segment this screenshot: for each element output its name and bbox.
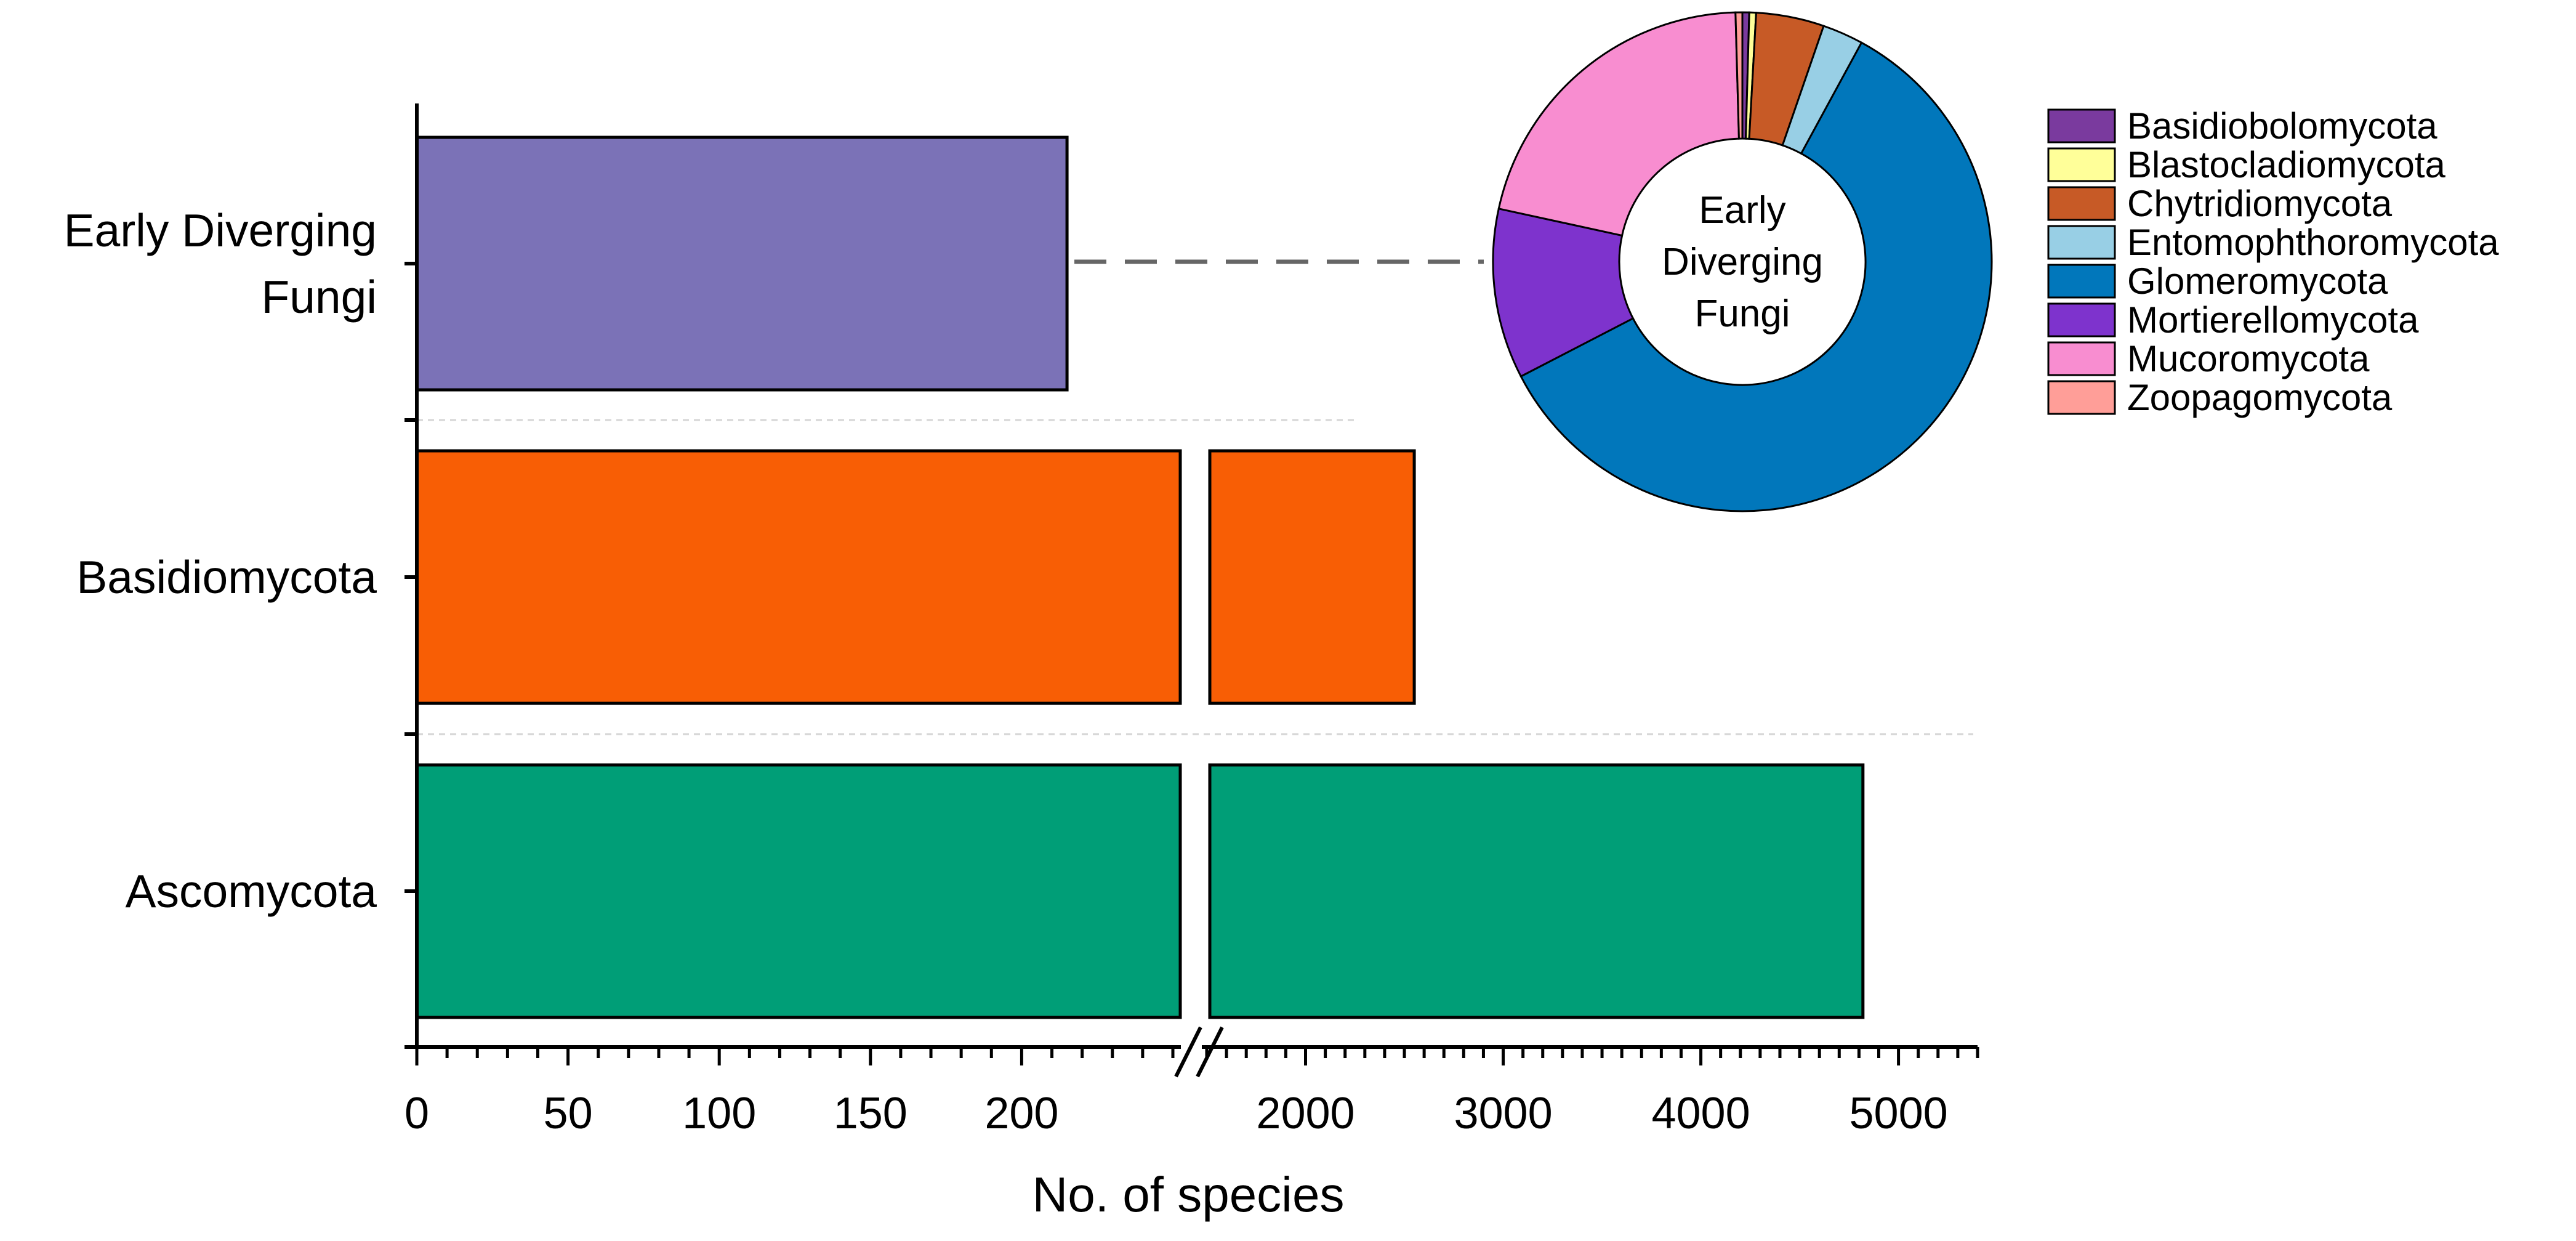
legend-label: Zoopagomycota	[2127, 377, 2393, 418]
axis-break-mark	[1196, 1026, 1224, 1078]
legend-label: Basidiobolomycota	[2127, 105, 2437, 147]
legend-label: Entomophthoromycota	[2127, 222, 2499, 263]
axes	[405, 103, 1978, 1078]
legend-swatch	[2047, 186, 2116, 221]
x-tick-label: 200	[984, 1089, 1058, 1138]
donut-center-label: Early Diverging Fungi	[1662, 189, 1823, 335]
pie-slice	[1492, 208, 1635, 378]
inset-donut-chart: Early Diverging Fungi	[1492, 11, 1993, 512]
legend-label: Chytridiomycota	[2127, 183, 2393, 224]
x-tick-label: 150	[834, 1089, 908, 1138]
legend-swatch	[2047, 264, 2116, 299]
legend-swatch	[2047, 147, 2116, 182]
x-tick-label: 0	[405, 1089, 429, 1138]
x-axis-title: No. of species	[1032, 1167, 1345, 1222]
x-tick-label: 5000	[1849, 1089, 1948, 1138]
x-tick-label: 4000	[1651, 1089, 1750, 1138]
bars	[415, 135, 1865, 1019]
x-tick-label: 100	[682, 1089, 756, 1138]
gridlines	[417, 419, 1973, 735]
pie-slice	[1497, 11, 1741, 237]
legend-label: Blastocladiomycota	[2127, 144, 2446, 185]
axis-break-mark	[1174, 1026, 1202, 1078]
legend-label: Glomeromycota	[2127, 261, 2388, 302]
legend-swatch	[2047, 225, 2116, 260]
x-tick-label: 3000	[1454, 1089, 1552, 1138]
legend-label: Mucoromycota	[2127, 338, 2370, 379]
bar-segment-high	[1208, 763, 1865, 1019]
x-tick-label: 50	[544, 1089, 593, 1138]
pie-slice	[1734, 11, 1744, 140]
pie-legend: BasidiobolomycotaBlastocladiomycotaChytr…	[2047, 105, 2499, 418]
bar-segment-high	[1208, 449, 1416, 705]
legend-swatch	[2047, 380, 2116, 415]
category-label: Ascomycota	[126, 865, 377, 917]
bar-2	[415, 449, 1416, 705]
bar-1	[415, 135, 1069, 392]
legend-swatch	[2047, 302, 2116, 338]
x-ticks: 0 50 100 150 200 2000 3000 4000 5000	[405, 1047, 1979, 1138]
bar-3	[415, 763, 1865, 1019]
legend-label: Mortierellomycota	[2127, 299, 2419, 341]
pie-slice	[1519, 41, 1993, 512]
bar-segment-low	[415, 449, 1182, 705]
x-tick-label: 2000	[1256, 1089, 1354, 1138]
bar-segment-low	[415, 763, 1182, 1019]
category-labels: Early Diverging Fungi Basidiomycota Ascomyc…	[63, 204, 377, 917]
legend-swatch	[2047, 341, 2116, 376]
category-label: Early Diverging Fungi	[63, 204, 377, 323]
legend-swatch	[2047, 108, 2116, 144]
category-label: Basidiomycota	[76, 551, 377, 603]
